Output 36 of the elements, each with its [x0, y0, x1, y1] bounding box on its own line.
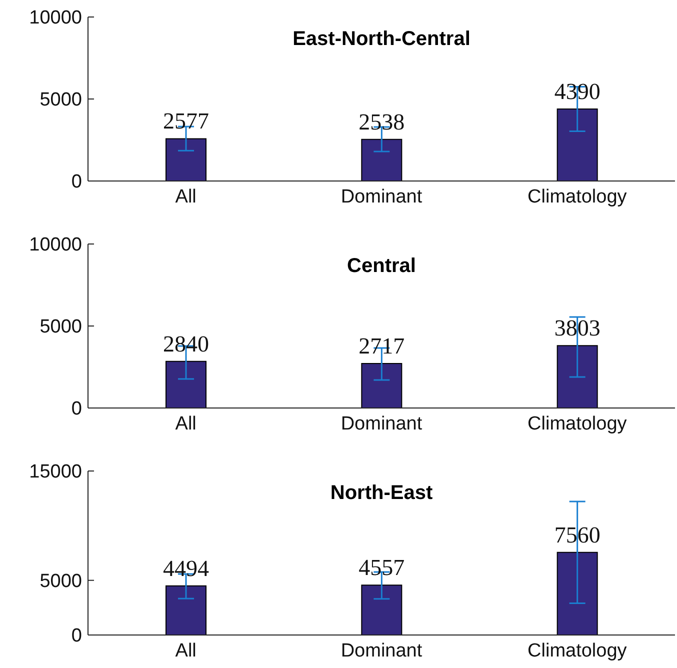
text: North-East — [329, 482, 434, 505]
x-tick-label: All — [175, 186, 196, 208]
y-tick-label: 15000 — [29, 462, 82, 483]
x-tick-label: Dominant — [340, 640, 423, 662]
data-label: 4557 — [358, 555, 405, 580]
bar — [166, 360, 206, 408]
y-tick-label: 0 — [71, 626, 82, 647]
bar — [556, 108, 598, 181]
data-label: 4494 — [163, 556, 210, 581]
data-label: 2717 — [358, 333, 405, 358]
bar — [166, 138, 206, 181]
x-tick-label: All — [175, 413, 196, 434]
y-tick-label: 10000 — [29, 8, 82, 29]
x-tick-label: Dominant — [340, 413, 423, 434]
y-tick-label: 5000 — [40, 316, 82, 338]
y-tick-label: 5000 — [40, 571, 82, 592]
text: East-North-Central — [292, 28, 472, 51]
data-label: 2577 — [163, 108, 209, 134]
x-tick-label: Climatology — [528, 186, 628, 208]
bar — [361, 584, 402, 635]
y-tick-label: 0 — [71, 172, 82, 193]
data-label: 2538 — [358, 109, 405, 134]
data-label: 2840 — [163, 331, 209, 356]
x-tick-label: Climatology — [528, 640, 628, 662]
bar — [166, 585, 206, 635]
x-tick-label: Climatology — [528, 413, 628, 434]
x-tick-label: Dominant — [340, 186, 423, 208]
x-tick-label: All — [175, 640, 196, 662]
bar — [556, 552, 598, 635]
bar — [361, 362, 402, 408]
bar — [556, 345, 598, 408]
bar — [361, 138, 402, 181]
y-tick-label: 0 — [71, 398, 82, 420]
text: Central — [346, 255, 417, 278]
y-tick-label: 5000 — [40, 90, 82, 111]
y-tick-label: 10000 — [29, 234, 82, 256]
